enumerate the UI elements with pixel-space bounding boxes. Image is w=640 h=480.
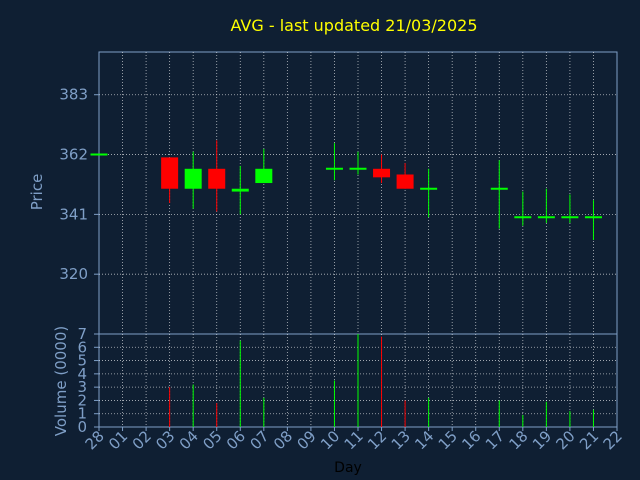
- x-tick-label: 07: [246, 427, 272, 453]
- x-tick-label: 16: [458, 427, 484, 453]
- x-tick-label: 05: [199, 427, 225, 453]
- volume-tick-label: 2: [77, 391, 87, 409]
- volume-tick-label: 3: [77, 378, 87, 396]
- x-tick-label: 01: [105, 427, 131, 453]
- price-tick-label: 362: [59, 146, 88, 164]
- x-tick-label: 18: [505, 427, 531, 453]
- x-tick-label: 19: [529, 427, 555, 453]
- price-panel: 320 341 362 383: [59, 51, 618, 335]
- x-tick-label: 21: [576, 427, 602, 453]
- x-tick-label: 15: [435, 427, 461, 453]
- volume-tick-label: 4: [77, 365, 87, 383]
- x-tick-label: 11: [341, 427, 367, 453]
- volume-axis-label: Volume (0000): [52, 326, 70, 436]
- volume-tick-label: 0: [77, 418, 87, 436]
- x-tick-label: 06: [223, 427, 249, 453]
- x-tick-label: 17: [482, 427, 508, 453]
- x-tick-label: 04: [176, 427, 202, 453]
- x-tick-label: 03: [152, 427, 178, 453]
- x-tick-label: 12: [364, 427, 390, 453]
- volume-tick-label: 7: [77, 325, 87, 343]
- x-tick-label: 08: [270, 427, 296, 453]
- candle-body: [231, 188, 249, 192]
- x-tick-label: 22: [600, 427, 626, 453]
- price-tick-label: 383: [59, 86, 88, 104]
- volume-tick-label: 6: [77, 338, 87, 356]
- price-tick-label: 320: [59, 265, 88, 283]
- x-tick-label: 13: [388, 427, 414, 453]
- x-axis: 2801020304050607080910111213141516171819…: [82, 427, 626, 453]
- candle-body: [208, 168, 226, 189]
- candle-body: [161, 157, 179, 189]
- x-tick-label: 20: [553, 427, 579, 453]
- volume-tick-label: 5: [77, 352, 87, 370]
- price-tick-label: 341: [59, 205, 88, 223]
- x-tick-label: 14: [411, 427, 437, 453]
- chart-title: AVG - last updated 21/03/2025: [231, 16, 478, 35]
- x-tick-label: 10: [317, 427, 343, 453]
- candle-body: [396, 174, 414, 189]
- x-tick-label: 02: [129, 427, 155, 453]
- y-axis-label: Price: [28, 174, 46, 211]
- volume-tick-label: 1: [77, 405, 87, 423]
- candle-body: [184, 168, 202, 189]
- candle-body: [373, 168, 391, 178]
- candle-body: [255, 168, 273, 184]
- x-axis-label: Day: [334, 460, 362, 476]
- x-tick-label: 09: [294, 427, 320, 453]
